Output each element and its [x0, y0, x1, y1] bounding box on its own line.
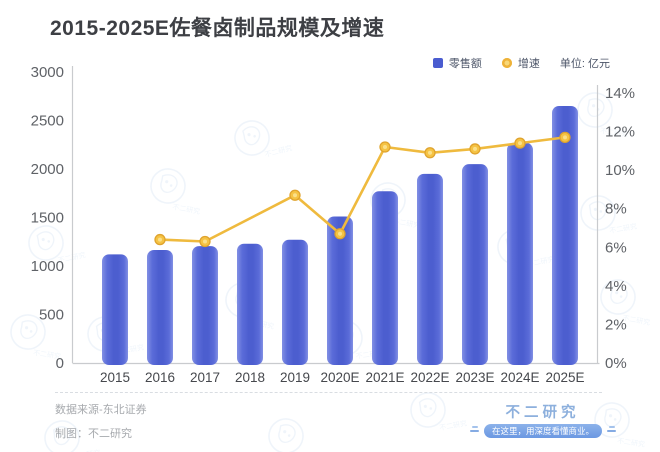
- slogan-left-dash-icon: [469, 426, 479, 433]
- bar-series-label: 零售额: [448, 58, 482, 70]
- line-marker-center: [518, 141, 522, 146]
- x-axis-label: 2019: [280, 370, 310, 385]
- unit-label: 单位: 亿元: [559, 58, 610, 70]
- x-axis-label: 2023E: [455, 370, 494, 385]
- line-series-label: 增速: [517, 58, 540, 70]
- line-series: [154, 131, 571, 248]
- bar-series: [102, 105, 578, 365]
- bar-series-swatch: [432, 58, 443, 68]
- left-axis-tick: 1500: [31, 210, 64, 227]
- right-axis-tick: 10%: [605, 162, 635, 179]
- line-marker-center: [428, 150, 432, 155]
- right-axis-tick: 14%: [605, 85, 635, 102]
- line-marker-center: [383, 145, 387, 149]
- right-axis-tick: 8%: [605, 201, 627, 218]
- chart-title: 2015-2025E佐餐卤制品规模及增速: [50, 17, 385, 40]
- bar-2015: [102, 254, 128, 365]
- bar-2023E: [462, 164, 488, 365]
- brand-slogan-badge: 在这里，用深度看懂商业。: [483, 424, 602, 438]
- brand-slogan-row: 在这里，用深度看懂商业。: [468, 424, 618, 438]
- bar-2016: [147, 249, 173, 365]
- x-axis-label: 2024E: [500, 370, 539, 385]
- right-axis-tick: 0%: [605, 355, 627, 372]
- slogan-right-dash-icon: [607, 426, 616, 433]
- right-axis-tick: 2%: [605, 316, 627, 333]
- left-axis-tick: 2000: [31, 161, 64, 178]
- brand-logo-text: 不二研究: [505, 405, 580, 421]
- left-axis-tick: 2500: [31, 113, 64, 130]
- bar-2019: [282, 239, 308, 365]
- x-axis-label: 2022E: [410, 370, 449, 385]
- bar-2020E: [327, 216, 353, 365]
- left-axis-tick: 1000: [31, 258, 64, 275]
- bar-2025E: [552, 105, 578, 365]
- data-source-text: 数据来源-东北证券: [55, 404, 147, 416]
- footer-divider: [55, 392, 602, 393]
- right-axis-tick: 12%: [605, 124, 635, 141]
- line-marker-center: [338, 231, 342, 236]
- line-marker-center: [203, 239, 207, 244]
- right-axis-tick: 6%: [605, 239, 627, 256]
- bar-2021E: [372, 191, 398, 365]
- line-marker-center: [293, 193, 297, 198]
- x-axis-label: 2020E: [320, 370, 359, 385]
- x-axis-label: 2015: [100, 370, 130, 385]
- legend: 零售额 增速 单位: 亿元: [432, 55, 610, 71]
- left-axis-tick: 3000: [31, 64, 64, 81]
- left-axis-tick: 500: [39, 307, 64, 324]
- bar-2017: [192, 246, 218, 365]
- x-axis-label: 2016: [145, 370, 175, 385]
- line-marker-center: [563, 135, 567, 140]
- bar-2022E: [417, 173, 443, 365]
- line-marker-center: [473, 146, 477, 151]
- x-axis-label: 2018: [235, 370, 265, 385]
- bar-2024E: [507, 142, 533, 365]
- credit-text: 制图：不二研究: [55, 428, 132, 440]
- x-axis-label: 2025E: [545, 370, 584, 385]
- left-axis-tick: 0: [56, 355, 64, 372]
- x-axis-label: 2017: [190, 370, 220, 385]
- line-marker-center: [158, 237, 162, 242]
- bar-2018: [237, 243, 263, 365]
- right-axis-tick: 4%: [605, 278, 627, 295]
- line-series-swatch: [501, 58, 512, 68]
- x-axis-label: 2021E: [365, 370, 404, 385]
